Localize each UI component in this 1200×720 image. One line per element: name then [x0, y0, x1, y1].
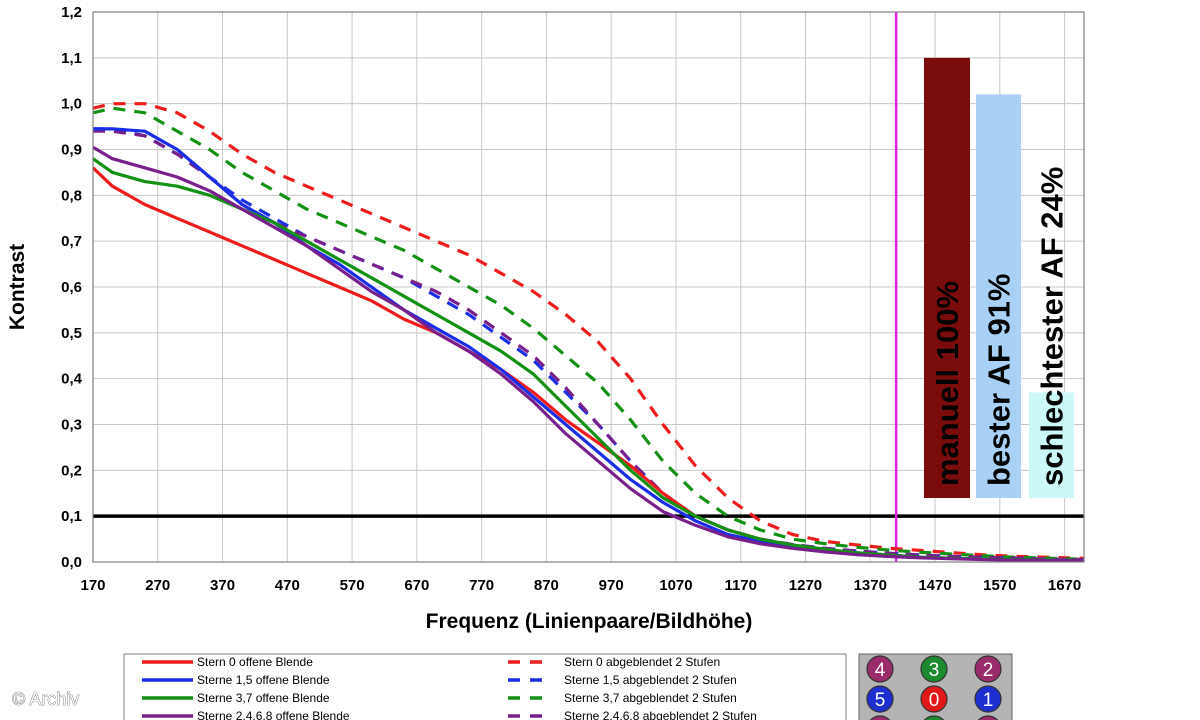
series-line	[92, 145, 1084, 563]
annotation-bar	[976, 94, 1021, 498]
legend-label: Sterne 2,4,6,8 abgeblendet 2 Stufen	[564, 709, 757, 720]
series-line	[92, 102, 1085, 560]
x-tick-label: 870	[534, 577, 559, 594]
number-badge-label: 2	[983, 660, 994, 681]
number-badge	[866, 655, 894, 683]
y-tick-label: 0,0	[61, 554, 82, 571]
legend-label: Stern 0 offene Blende	[197, 655, 313, 669]
x-tick-label: 670	[404, 577, 429, 594]
annotation-bar-label: bester AF 91%	[982, 274, 1017, 487]
x-tick-label: 1270	[789, 577, 822, 594]
x-tick-label: 1170	[724, 577, 757, 594]
x-tick-label: 570	[340, 577, 365, 594]
y-tick-label: 0,7	[61, 233, 82, 250]
y-tick-label: 1,2	[61, 4, 82, 21]
y-tick-label: 1,1	[61, 50, 82, 67]
number-badge	[866, 685, 894, 713]
annotation-bar	[924, 57, 970, 498]
legend-label: Sterne 3,7 abgeblendet 2 Stufen	[564, 691, 737, 705]
annotation-bar-label: manuell 100%	[930, 281, 965, 486]
number-badge	[869, 715, 891, 720]
x-tick-label: 1470	[918, 577, 951, 594]
y-tick-label: 0,3	[61, 417, 82, 434]
number-badge	[923, 715, 945, 720]
x-tick-label: 470	[275, 577, 300, 594]
credit-text: © Archiv	[12, 689, 79, 709]
number-badge-label: 3	[929, 660, 940, 681]
legend-label: Sterne 1,5 offene Blende	[197, 673, 330, 687]
x-tick-label: 970	[599, 577, 624, 594]
x-tick-label: 1370	[854, 577, 887, 594]
y-axis-label: Kontrast	[6, 244, 29, 330]
number-badge	[974, 685, 1002, 713]
series-line	[92, 106, 1085, 561]
plot-frame	[92, 11, 1085, 563]
number-badge-label: 1	[983, 690, 994, 711]
y-tick-label: 0,8	[61, 187, 82, 204]
y-tick-label: 1,0	[61, 96, 82, 113]
legend-label: Stern 0 abgeblendet 2 Stufen	[564, 655, 720, 669]
y-tick-label: 0,4	[61, 371, 83, 388]
x-tick-label: 1570	[983, 577, 1016, 594]
x-tick-label: 1070	[659, 577, 692, 594]
y-tick-label: 0,9	[61, 142, 82, 159]
y-tick-label: 0,5	[61, 325, 82, 342]
number-badge-label: 5	[875, 690, 886, 711]
number-badge	[977, 715, 999, 720]
annotation-bar-label: schlechtester AF 24%	[1035, 167, 1070, 486]
x-axis-label: Frequenz (Linienpaare/Bildhöhe)	[426, 610, 753, 633]
y-tick-label: 0,2	[61, 462, 82, 479]
x-tick-label: 170	[80, 577, 105, 594]
y-tick-label: 0,6	[61, 279, 82, 296]
number-badge	[920, 685, 948, 713]
legend-label: Sterne 1,5 abgeblendet 2 Stufen	[564, 673, 737, 687]
x-tick-label: 770	[469, 577, 494, 594]
annotation-bar	[1029, 392, 1074, 498]
number-badge-label: 0	[929, 690, 940, 711]
number-badge	[920, 655, 948, 683]
number-badge	[974, 655, 1002, 683]
x-tick-label: 370	[210, 577, 235, 594]
number-badge-label: 4	[875, 660, 886, 681]
x-tick-label: 1670	[1048, 577, 1081, 594]
x-tick-label: 270	[145, 577, 170, 594]
y-tick-label: 0,1	[61, 508, 82, 525]
legend-box	[123, 653, 847, 720]
legend-label: Sterne 3,7 offene Blende	[197, 691, 330, 705]
legend-label: Sterne 2,4,6,8 offene Blende	[197, 709, 350, 720]
